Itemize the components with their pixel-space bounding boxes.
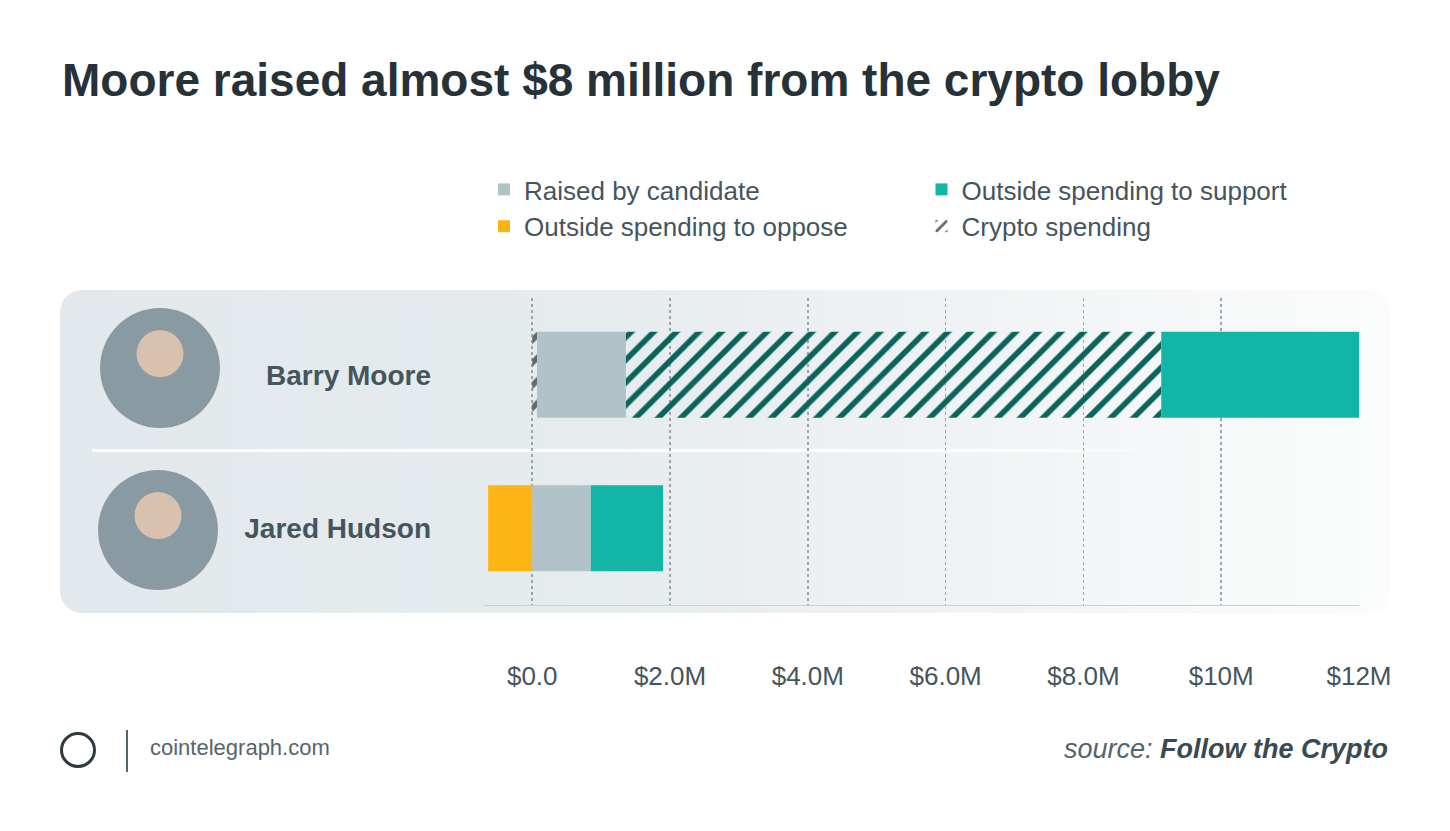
svg-text:$12M: $12M — [1326, 661, 1391, 691]
svg-text:Outside spending to oppose: Outside spending to oppose — [524, 212, 848, 242]
svg-text:$6.0M: $6.0M — [909, 661, 981, 691]
svg-text:$10M: $10M — [1189, 661, 1254, 691]
svg-text:Raised by candidate: Raised by candidate — [524, 176, 760, 206]
svg-text:Jared Hudson: Jared Hudson — [244, 513, 431, 544]
html-text:cointelegraph.com: cointelegraph.com — [150, 735, 330, 760]
svg-text:$2.0M: $2.0M — [634, 661, 706, 691]
svg-text:Outside spending to support: Outside spending to support — [962, 176, 1288, 206]
svg-text:$8.0M: $8.0M — [1047, 661, 1119, 691]
svg-text:$0.0: $0.0 — [507, 661, 558, 691]
svg-text:Moore raised almost $8 million: Moore raised almost $8 million from the … — [62, 54, 1220, 106]
svg-text:$4.0M: $4.0M — [772, 661, 844, 691]
html-text:source: Follow the Crypto: source: Follow the Crypto — [1064, 734, 1388, 764]
svg-text:Barry Moore: Barry Moore — [266, 360, 431, 391]
svg-text:Crypto spending: Crypto spending — [962, 212, 1151, 242]
